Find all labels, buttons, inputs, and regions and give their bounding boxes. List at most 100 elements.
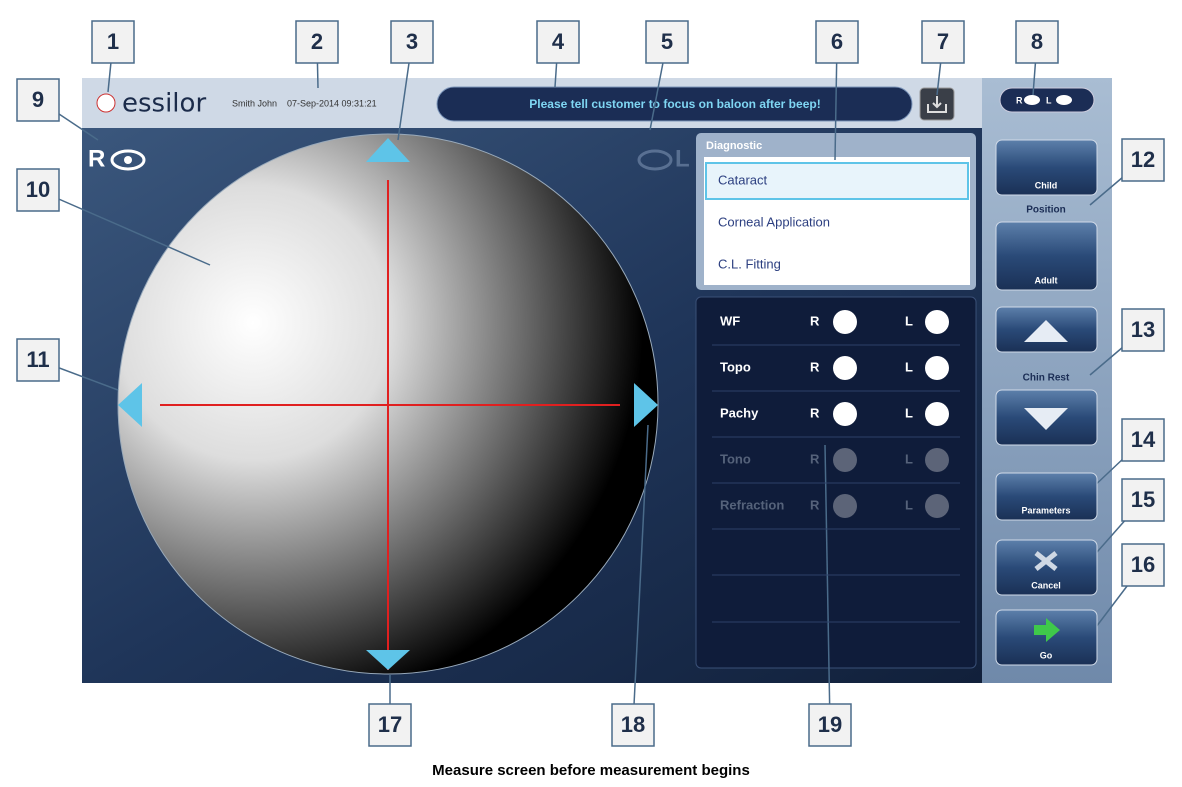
callout-number: 5 [661, 29, 673, 54]
callout-box [815, 20, 859, 64]
callout-box [1121, 418, 1165, 462]
callout-number: 14 [1131, 427, 1156, 452]
measurement-right: R [810, 497, 820, 512]
eye-right-label: R [88, 145, 105, 172]
home-icon[interactable] [96, 93, 116, 113]
cancel-button[interactable] [995, 539, 1098, 596]
arrow-up[interactable] [366, 138, 410, 162]
measurement-toggle-left[interactable] [925, 494, 949, 518]
measurement-toggle-right[interactable] [833, 494, 857, 518]
measurement-toggle-right[interactable] [833, 356, 857, 380]
callout-line [632, 424, 649, 726]
measurement-name: WF [720, 313, 740, 328]
measurement-name: Tono [720, 451, 751, 466]
cancel-icon [1034, 551, 1058, 571]
measurement-right: R [810, 451, 820, 466]
parameters-button-label: Parameters [1021, 505, 1070, 515]
diagnostic-item[interactable]: Cataract [718, 172, 768, 187]
callout-box [295, 20, 339, 64]
down-icon [1024, 408, 1068, 430]
selector-left: L [1046, 95, 1052, 105]
child-button[interactable] [995, 139, 1098, 196]
measurement-name: Refraction [720, 497, 784, 512]
measurement-name: Pachy [720, 405, 759, 420]
measurement-right: R [810, 359, 820, 374]
callout-line [37, 189, 211, 266]
eye-right-icon [110, 149, 146, 171]
measurement-name: Topo [720, 359, 751, 374]
callout-number: 15 [1131, 487, 1155, 512]
callout-box [16, 78, 60, 122]
callout-box [1121, 138, 1165, 182]
callout-number: 12 [1131, 147, 1155, 172]
callout-number: 16 [1131, 552, 1155, 577]
selector-right: R [1016, 95, 1023, 105]
callout-box [1121, 543, 1165, 587]
go-button-label: Go [1040, 650, 1053, 660]
message: Please tell customer to focus on baloon … [529, 97, 820, 111]
callout-number: 3 [406, 29, 418, 54]
diagnostic-item[interactable]: Corneal Application [718, 214, 830, 229]
chin-rest-label: Chin Rest [1023, 373, 1070, 384]
cancel-button-label: Cancel [1031, 580, 1061, 590]
arrow-left[interactable] [118, 383, 142, 427]
callout-number: 4 [552, 29, 565, 54]
measurement-toggle-left[interactable] [925, 356, 949, 380]
child-button-label: Child [1035, 180, 1058, 190]
measurement-toggle-left[interactable] [925, 402, 949, 426]
callout-number: 7 [937, 29, 949, 54]
arrow-right[interactable] [634, 383, 658, 427]
callout-number: 18 [621, 712, 645, 737]
measurement-left: L [905, 313, 913, 328]
diagnostic-title: Diagnostic [706, 140, 762, 152]
callout-box [16, 338, 60, 382]
measurement-left: L [905, 405, 913, 420]
brand: essilor [122, 89, 206, 119]
callout-line [824, 444, 831, 726]
callout-box [16, 168, 60, 212]
callout-box [921, 20, 965, 64]
adult-button[interactable] [995, 221, 1098, 291]
diagnostic-item[interactable]: C.L. Fitting [718, 256, 781, 271]
eye-left-label: L [675, 145, 690, 172]
measurement-left: L [905, 497, 913, 512]
measurement-toggle-left[interactable] [925, 448, 949, 472]
measurement-toggle-right[interactable] [833, 402, 857, 426]
eye-left-icon [637, 149, 673, 171]
measurement-right: R [810, 313, 820, 328]
callout-box [536, 20, 580, 64]
eye-right-pupil [124, 156, 132, 164]
measurement-toggle-left[interactable] [925, 310, 949, 334]
patient: Smith John [232, 98, 277, 108]
callout-box [1121, 308, 1165, 352]
callout-number: 9 [32, 87, 44, 112]
parameters-button[interactable] [995, 472, 1098, 521]
datetime: 07-Sep-2014 09:31:21 [287, 98, 377, 108]
selector-eye-left [1056, 95, 1072, 105]
callout-box [645, 20, 689, 64]
measurement-toggle-right[interactable] [833, 310, 857, 334]
go-icon [1034, 618, 1060, 642]
measurement-right: R [810, 405, 820, 420]
arrow-down[interactable] [366, 650, 410, 670]
callout-number: 13 [1131, 317, 1155, 342]
diagnostic-selected [705, 162, 969, 200]
callout-number: 2 [311, 29, 323, 54]
selector-eye-right [1024, 95, 1040, 105]
export-icon [927, 96, 947, 113]
callout-number: 8 [1031, 29, 1043, 54]
callout-box [1015, 20, 1059, 64]
adult-button-label: Adult [1035, 275, 1058, 285]
callout-number: 11 [26, 347, 49, 372]
callout-box [390, 20, 434, 64]
measurement-toggle-right[interactable] [833, 448, 857, 472]
up-icon [1024, 320, 1068, 342]
callout-box [368, 703, 412, 747]
callout-box [91, 20, 135, 64]
measurement-left: L [905, 451, 913, 466]
eye-selector[interactable] [999, 87, 1095, 113]
callout-number: 1 [107, 29, 119, 54]
callout-number: 19 [818, 712, 842, 737]
